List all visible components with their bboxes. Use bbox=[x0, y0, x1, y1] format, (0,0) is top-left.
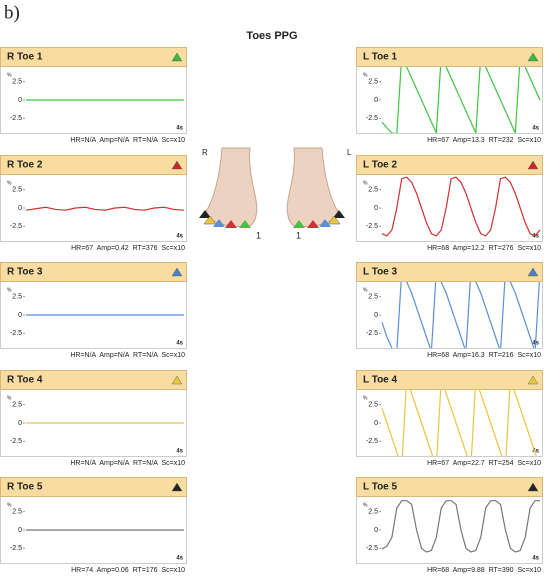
panel-title: L Toe 3 bbox=[363, 267, 398, 278]
panel-title: R Toe 1 bbox=[7, 52, 43, 63]
ppg-panel: L Toe 1 -2.5 0 2.5% 4s HR=67 Amp=13.3 RT=232 … bbox=[357, 48, 543, 144]
y-tick-label: 0 bbox=[18, 97, 22, 104]
panel-title: R Toe 3 bbox=[7, 267, 43, 278]
y-tick-label: -2.5 bbox=[10, 545, 22, 552]
panel-footer: HR=67 Amp=0.42 RT=376 Sc=x10 bbox=[71, 245, 185, 252]
duration-label: 4s bbox=[176, 449, 183, 455]
y-unit-label: % bbox=[363, 287, 368, 293]
panel-footer: HR=N/A Amp=N/A RT=N/A Sc=x10 bbox=[70, 352, 185, 359]
ppg-panel: L Toe 5 -2.5 0 2.5% 4s HR=68 Amp=9.88 RT=390 … bbox=[357, 478, 543, 574]
y-tick-label: 0 bbox=[374, 97, 378, 104]
left-foot bbox=[287, 148, 339, 226]
panel-title: L Toe 4 bbox=[363, 375, 398, 386]
y-unit-label: % bbox=[7, 287, 12, 293]
panel-footer: HR=N/A Amp=N/A RT=N/A Sc=x10 bbox=[70, 137, 185, 144]
panel-title: L Toe 2 bbox=[363, 160, 398, 171]
y-tick-label: 0 bbox=[374, 420, 378, 427]
panel-title: R Toe 4 bbox=[7, 375, 43, 386]
panel-footer: HR=N/A Amp=N/A RT=N/A Sc=x10 bbox=[70, 460, 185, 467]
y-tick-label: -2.5 bbox=[10, 223, 22, 230]
y-tick-label: 0 bbox=[374, 312, 378, 319]
y-unit-label: % bbox=[7, 395, 12, 401]
toe-number: 1 bbox=[256, 230, 261, 240]
duration-label: 4s bbox=[532, 126, 539, 132]
y-tick-label: 0 bbox=[18, 527, 22, 534]
y-unit-label: % bbox=[363, 502, 368, 508]
y-tick-label: 2.5 bbox=[12, 294, 22, 301]
panel-footer: HR=67 Amp=22.7 RT=254 Sc=x10 bbox=[427, 460, 541, 467]
ppg-panel: R Toe 5 -2.5 0 2.5% 4s HR=74 Amp=0.06 RT=176 … bbox=[1, 478, 187, 574]
figure-title: Toes PPG bbox=[246, 30, 297, 42]
y-tick-label: 2.5 bbox=[368, 79, 378, 86]
y-tick-label: -2.5 bbox=[10, 438, 22, 445]
panel-title: R Toe 5 bbox=[7, 482, 43, 493]
y-tick-label: -2.5 bbox=[10, 115, 22, 122]
figure-label: b) bbox=[4, 2, 20, 23]
right-foot bbox=[205, 148, 257, 226]
toe-number: 1 bbox=[296, 230, 301, 240]
panel-footer: HR=74 Amp=0.06 RT=176 Sc=x10 bbox=[71, 567, 185, 574]
panel-footer: HR=68 Amp=12.2 RT=276 Sc=x10 bbox=[427, 245, 541, 252]
y-tick-label: -2.5 bbox=[366, 223, 378, 230]
duration-label: 4s bbox=[176, 556, 183, 562]
y-tick-label: -2.5 bbox=[10, 330, 22, 337]
panel-footer: HR=68 Amp=9.88 RT=390 Sc=x10 bbox=[427, 567, 541, 574]
y-tick-label: 0 bbox=[374, 527, 378, 534]
y-tick-label: 2.5 bbox=[368, 187, 378, 194]
feet-illustration: R L 1 1 bbox=[199, 148, 352, 240]
side-label: L bbox=[347, 148, 352, 157]
panel-footer: HR=68 Amp=16.3 RT=216 Sc=x10 bbox=[427, 352, 541, 359]
side-label: R bbox=[202, 148, 208, 157]
panel-title: L Toe 1 bbox=[363, 52, 398, 63]
y-unit-label: % bbox=[7, 502, 12, 508]
duration-label: 4s bbox=[176, 234, 183, 240]
y-tick-label: 2.5 bbox=[368, 294, 378, 301]
figure: b) Toes PPG R L 1 1 R Toe 1 -2.5 0 2.5% 4s HR… bbox=[0, 0, 545, 581]
y-tick-label: -2.5 bbox=[366, 115, 378, 122]
duration-label: 4s bbox=[176, 341, 183, 347]
y-unit-label: % bbox=[363, 395, 368, 401]
y-tick-label: 2.5 bbox=[12, 187, 22, 194]
y-tick-label: -2.5 bbox=[366, 438, 378, 445]
panel-footer: HR=67 Amp=13.3 RT=232 Sc=x10 bbox=[427, 137, 541, 144]
y-unit-label: % bbox=[7, 72, 12, 78]
ppg-panel: R Toe 1 -2.5 0 2.5% 4s HR=N/A Amp=N/A RT=N/A … bbox=[1, 48, 187, 144]
y-unit-label: % bbox=[363, 180, 368, 186]
panel-title: R Toe 2 bbox=[7, 160, 43, 171]
y-tick-label: 2.5 bbox=[12, 509, 22, 516]
y-unit-label: % bbox=[7, 180, 12, 186]
duration-label: 4s bbox=[532, 556, 539, 562]
y-tick-label: 0 bbox=[18, 420, 22, 427]
panel-title: L Toe 5 bbox=[363, 482, 398, 493]
duration-label: 4s bbox=[176, 126, 183, 132]
y-tick-label: 0 bbox=[18, 205, 22, 212]
y-unit-label: % bbox=[363, 72, 368, 78]
y-tick-label: 2.5 bbox=[12, 79, 22, 86]
y-tick-label: -2.5 bbox=[366, 330, 378, 337]
y-tick-label: 2.5 bbox=[12, 402, 22, 409]
y-tick-label: 2.5 bbox=[368, 509, 378, 516]
ppg-panel: R Toe 2 -2.5 0 2.5% 4s HR=67 Amp=0.42 RT=376 … bbox=[1, 156, 187, 252]
y-tick-label: -2.5 bbox=[366, 545, 378, 552]
y-tick-label: 2.5 bbox=[368, 402, 378, 409]
y-tick-label: 0 bbox=[374, 205, 378, 212]
y-tick-label: 0 bbox=[18, 312, 22, 319]
ppg-panel: R Toe 4 -2.5 0 2.5% 4s HR=N/A Amp=N/A RT=N/A … bbox=[1, 371, 187, 467]
ppg-panel: R Toe 3 -2.5 0 2.5% 4s HR=N/A Amp=N/A RT=N/A … bbox=[1, 263, 187, 359]
